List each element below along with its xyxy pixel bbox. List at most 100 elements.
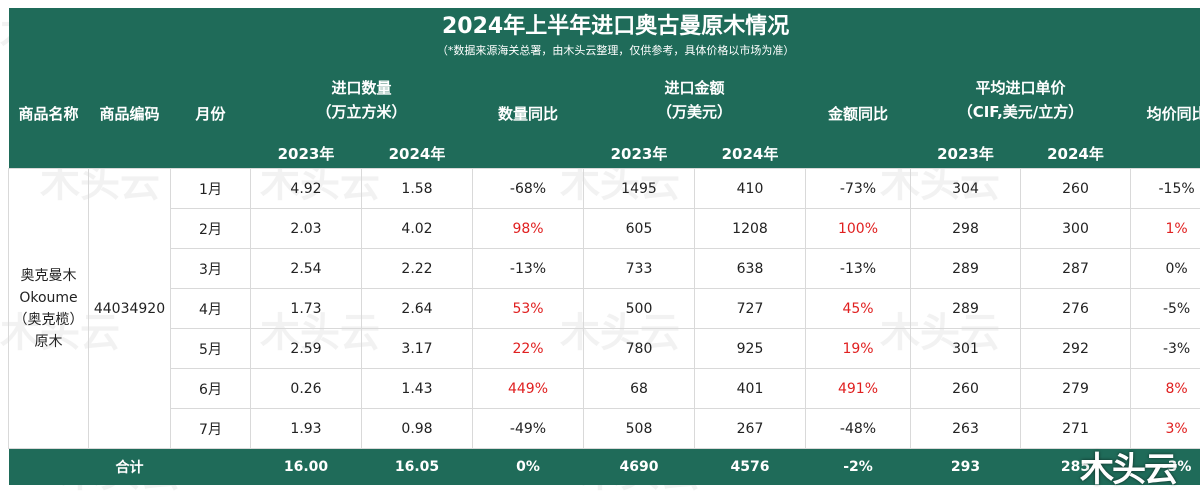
amt-2024-cell: 267 xyxy=(695,409,806,449)
total-amt-yoy: -2% xyxy=(806,449,911,486)
header-amount-yoy: 金额同比 xyxy=(806,60,911,169)
header-price-yoy: 均价同比 xyxy=(1131,60,1200,169)
amt-yoy-cell: 491% xyxy=(806,369,911,409)
amt-2023-cell: 1495 xyxy=(584,169,695,209)
month-cell: 3月 xyxy=(171,249,251,289)
price-2023-cell: 289 xyxy=(911,249,1021,289)
qty-yoy-cell: 98% xyxy=(473,209,584,249)
table-subtitle: （*数据来源海关总署，由木头云整理，仅供参考，具体价格以市场为准） xyxy=(9,40,1200,60)
header-price: 平均进口单价 （CIF,美元/立方） xyxy=(911,60,1131,140)
qty-yoy-cell: 22% xyxy=(473,329,584,369)
price-yoy-cell: -5% xyxy=(1131,289,1200,329)
amt-2024-cell: 925 xyxy=(695,329,806,369)
header-quantity-title: 进口数量 xyxy=(251,76,473,100)
amt-2023-cell: 733 xyxy=(584,249,695,289)
qty-2024-cell: 1.43 xyxy=(362,369,473,409)
amt-yoy-cell: -13% xyxy=(806,249,911,289)
price-2023-cell: 289 xyxy=(911,289,1021,329)
price-yoy-cell: -15% xyxy=(1131,169,1200,209)
qty-2024-cell: 3.17 xyxy=(362,329,473,369)
qty-2024-cell: 2.22 xyxy=(362,249,473,289)
amt-2024-cell: 401 xyxy=(695,369,806,409)
header-quantity: 进口数量 （万立方米） xyxy=(251,60,473,140)
header-amount-title: 进口金额 xyxy=(584,76,806,100)
price-2023-cell: 301 xyxy=(911,329,1021,369)
total-price-2023: 293 xyxy=(911,449,1021,486)
amt-yoy-cell: 19% xyxy=(806,329,911,369)
month-cell: 1月 xyxy=(171,169,251,209)
header-amt-2023: 2023年 xyxy=(584,140,695,169)
month-cell: 6月 xyxy=(171,369,251,409)
header-amount: 进口金额 （万美元） xyxy=(584,60,806,140)
price-2023-cell: 304 xyxy=(911,169,1021,209)
qty-2024-cell: 0.98 xyxy=(362,409,473,449)
product-code: 44034920 xyxy=(89,169,171,449)
qty-2023-cell: 1.93 xyxy=(251,409,362,449)
table-title: 2024年上半年进口奥古曼原木情况 xyxy=(9,8,1200,40)
month-cell: 4月 xyxy=(171,289,251,329)
price-2024-cell: 292 xyxy=(1021,329,1131,369)
qty-2024-cell: 1.58 xyxy=(362,169,473,209)
amt-2023-cell: 68 xyxy=(584,369,695,409)
price-2023-cell: 263 xyxy=(911,409,1021,449)
amt-2023-cell: 605 xyxy=(584,209,695,249)
qty-yoy-cell: -68% xyxy=(473,169,584,209)
header-month: 月份 xyxy=(171,60,251,169)
amt-yoy-cell: -48% xyxy=(806,409,911,449)
price-yoy-cell: -3% xyxy=(1131,329,1200,369)
qty-yoy-cell: 53% xyxy=(473,289,584,329)
product-name-line: （奥克榄） xyxy=(9,309,88,331)
product-name-line: 奥克曼木 xyxy=(9,265,88,287)
qty-2024-cell: 4.02 xyxy=(362,209,473,249)
amt-2024-cell: 638 xyxy=(695,249,806,289)
amt-2023-cell: 780 xyxy=(584,329,695,369)
amt-yoy-cell: -73% xyxy=(806,169,911,209)
header-price-title: 平均进口单价 xyxy=(911,76,1131,100)
amt-yoy-cell: 45% xyxy=(806,289,911,329)
qty-2023-cell: 2.03 xyxy=(251,209,362,249)
qty-yoy-cell: 449% xyxy=(473,369,584,409)
price-2024-cell: 287 xyxy=(1021,249,1131,289)
total-qty-2023: 16.00 xyxy=(251,449,362,486)
total-label: 合计 xyxy=(9,449,251,486)
qty-2024-cell: 2.64 xyxy=(362,289,473,329)
total-amt-2023: 4690 xyxy=(584,449,695,486)
header-product-code: 商品编码 xyxy=(89,60,171,169)
amt-2023-cell: 500 xyxy=(584,289,695,329)
brand-logo: 木头云 xyxy=(1080,442,1176,491)
price-yoy-cell: 0% xyxy=(1131,249,1200,289)
header-price-unit: （CIF,美元/立方） xyxy=(911,100,1131,124)
product-name-line: Okoume xyxy=(9,287,88,309)
month-cell: 2月 xyxy=(171,209,251,249)
price-2024-cell: 260 xyxy=(1021,169,1131,209)
amt-2023-cell: 508 xyxy=(584,409,695,449)
qty-2023-cell: 2.54 xyxy=(251,249,362,289)
price-2023-cell: 298 xyxy=(911,209,1021,249)
price-2023-cell: 260 xyxy=(911,369,1021,409)
price-yoy-cell: 8% xyxy=(1131,369,1200,409)
header-amount-unit: （万美元） xyxy=(584,100,806,124)
month-cell: 5月 xyxy=(171,329,251,369)
header-quantity-unit: （万立方米） xyxy=(251,100,473,124)
price-yoy-cell: 1% xyxy=(1131,209,1200,249)
qty-yoy-cell: -49% xyxy=(473,409,584,449)
price-2024-cell: 276 xyxy=(1021,289,1131,329)
amt-2024-cell: 1208 xyxy=(695,209,806,249)
header-product-name: 商品名称 xyxy=(9,60,89,169)
total-qty-yoy: 0% xyxy=(473,449,584,486)
total-qty-2024: 16.05 xyxy=(362,449,473,486)
price-2024-cell: 279 xyxy=(1021,369,1131,409)
qty-2023-cell: 2.59 xyxy=(251,329,362,369)
header-qty-2024: 2024年 xyxy=(362,140,473,169)
total-amt-2024: 4576 xyxy=(695,449,806,486)
header-quantity-yoy: 数量同比 xyxy=(473,60,584,169)
total-row: 合计 16.00 16.05 0% 4690 4576 -2% 293 285 … xyxy=(9,449,1200,486)
